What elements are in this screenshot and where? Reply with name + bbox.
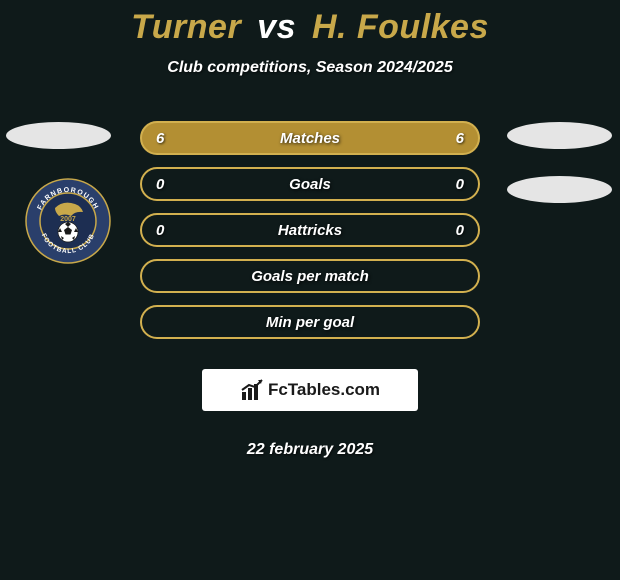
stat-left-value: 0 [156, 176, 176, 193]
vs-text: vs [257, 8, 296, 46]
stat-label: Hattricks [278, 222, 342, 239]
club-crest: FARNBOROUGH FOOTBALL CLUB 2007 [25, 178, 111, 264]
date-text: 22 february 2025 [247, 441, 373, 459]
player2-name: H. Foulkes [312, 8, 489, 46]
stat-row-hattricks: 0 Hattricks 0 [140, 213, 480, 247]
stat-label: Goals per match [251, 268, 369, 285]
stat-label: Matches [280, 130, 340, 147]
player1-marker [6, 122, 111, 149]
stat-row-min-per-goal: Min per goal [140, 305, 480, 339]
player1-name: Turner [131, 8, 241, 46]
stat-row-goals-per-match: Goals per match [140, 259, 480, 293]
stat-label: Min per goal [266, 314, 354, 331]
stat-label: Goals [289, 176, 331, 193]
player2-marker-2 [507, 176, 612, 203]
chart-icon [240, 378, 266, 402]
stat-right-value: 0 [444, 176, 464, 193]
stat-right-value: 0 [444, 222, 464, 239]
stat-left-value: 6 [156, 130, 176, 147]
page-title: Turner vs H. Foulkes [0, 8, 620, 47]
subtitle: Club competitions, Season 2024/2025 [0, 59, 620, 77]
stat-row-matches: 6 Matches 6 [140, 121, 480, 155]
logo-text: FcTables.com [268, 380, 380, 400]
stat-row-goals: 0 Goals 0 [140, 167, 480, 201]
stat-right-value: 6 [444, 130, 464, 147]
fctables-logo[interactable]: FcTables.com [202, 369, 418, 411]
stat-left-value: 0 [156, 222, 176, 239]
player2-marker [507, 122, 612, 149]
stats-block: 6 Matches 6 0 Goals 0 0 Hattricks 0 Goal… [0, 121, 620, 459]
